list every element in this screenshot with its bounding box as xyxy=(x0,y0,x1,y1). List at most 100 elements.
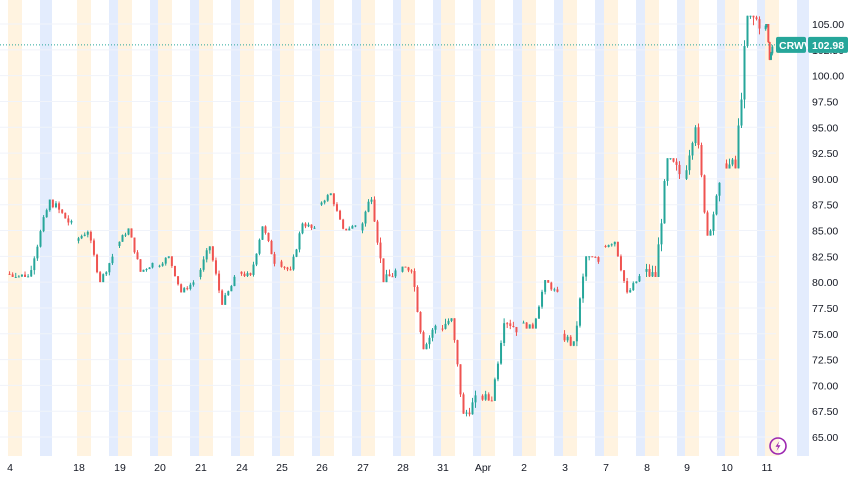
candle[interactable] xyxy=(632,281,635,291)
candle[interactable] xyxy=(734,155,737,169)
candle[interactable] xyxy=(604,244,607,248)
candle[interactable] xyxy=(127,228,130,236)
candle[interactable] xyxy=(407,266,410,273)
candle[interactable] xyxy=(17,275,20,278)
candle[interactable] xyxy=(255,253,258,267)
candle[interactable] xyxy=(410,269,413,274)
candle[interactable] xyxy=(553,287,556,292)
candle[interactable] xyxy=(289,266,292,271)
candle[interactable] xyxy=(416,285,419,313)
candle[interactable] xyxy=(718,182,721,202)
candle[interactable] xyxy=(616,241,619,257)
candle[interactable] xyxy=(594,256,597,258)
candle[interactable] xyxy=(740,92,743,129)
candle[interactable] xyxy=(199,268,202,280)
candle[interactable] xyxy=(663,179,666,224)
candle[interactable] xyxy=(96,253,99,274)
candle[interactable] xyxy=(657,237,660,277)
candle[interactable] xyxy=(471,397,474,415)
candle[interactable] xyxy=(725,159,728,169)
candle[interactable] xyxy=(133,237,136,254)
candle[interactable] xyxy=(391,272,394,278)
candle[interactable] xyxy=(441,324,444,332)
candle[interactable] xyxy=(566,334,569,343)
candle[interactable] xyxy=(208,246,211,254)
lightning-logo-icon[interactable] xyxy=(769,437,787,455)
candle[interactable] xyxy=(20,274,23,277)
candle[interactable] xyxy=(484,390,487,401)
candle[interactable] xyxy=(638,273,641,283)
candle[interactable] xyxy=(746,15,749,48)
candle[interactable] xyxy=(205,248,208,263)
candle[interactable] xyxy=(130,228,133,238)
candle[interactable] xyxy=(651,265,654,277)
candle[interactable] xyxy=(202,256,205,272)
candle[interactable] xyxy=(24,271,27,277)
candle[interactable] xyxy=(364,210,367,227)
candle[interactable] xyxy=(145,268,148,272)
candle[interactable] xyxy=(167,256,170,259)
candle[interactable] xyxy=(249,272,252,276)
candle[interactable] xyxy=(92,238,95,257)
candle[interactable] xyxy=(506,321,509,329)
candle[interactable] xyxy=(447,318,450,326)
candle[interactable] xyxy=(525,322,528,329)
candle[interactable] xyxy=(102,273,105,283)
candle[interactable] xyxy=(121,234,124,242)
candle[interactable] xyxy=(351,224,354,229)
candle[interactable] xyxy=(607,244,610,248)
candle[interactable] xyxy=(173,265,176,277)
candle[interactable] xyxy=(8,271,11,275)
candle[interactable] xyxy=(694,125,697,146)
candle[interactable] xyxy=(591,256,594,258)
candle[interactable] xyxy=(503,318,506,347)
candle[interactable] xyxy=(86,230,89,238)
candle[interactable] xyxy=(752,15,755,26)
candle[interactable] xyxy=(758,16,761,35)
candle[interactable] xyxy=(335,202,338,212)
candle[interactable] xyxy=(139,259,142,272)
candle[interactable] xyxy=(569,335,572,347)
candle[interactable] xyxy=(672,158,675,163)
candle[interactable] xyxy=(626,277,629,294)
candle[interactable] xyxy=(283,266,286,270)
candle[interactable] xyxy=(706,210,709,236)
candle[interactable] xyxy=(731,158,734,167)
candle[interactable] xyxy=(654,265,657,277)
candle[interactable] xyxy=(39,229,42,248)
candle[interactable] xyxy=(537,305,540,319)
candle[interactable] xyxy=(572,341,575,347)
candle[interactable] xyxy=(45,208,48,218)
candle[interactable] xyxy=(588,256,591,261)
candle[interactable] xyxy=(768,41,771,61)
candle[interactable] xyxy=(660,218,663,252)
candle[interactable] xyxy=(413,268,416,292)
candle[interactable] xyxy=(264,225,267,235)
candle[interactable] xyxy=(258,238,261,256)
candle[interactable] xyxy=(749,15,752,19)
candle[interactable] xyxy=(177,276,180,286)
candle[interactable] xyxy=(712,211,715,236)
candle[interactable] xyxy=(382,258,385,283)
candle[interactable] xyxy=(323,199,326,205)
candle[interactable] xyxy=(645,263,648,277)
candle[interactable] xyxy=(770,51,772,61)
candle[interactable] xyxy=(214,257,217,276)
candle[interactable] xyxy=(456,339,459,367)
candle[interactable] xyxy=(490,396,493,402)
candle[interactable] xyxy=(453,318,456,343)
candle[interactable] xyxy=(425,342,428,350)
candle[interactable] xyxy=(481,394,484,401)
candle[interactable] xyxy=(675,158,678,171)
candle[interactable] xyxy=(320,201,323,206)
candle[interactable] xyxy=(230,284,233,292)
candle[interactable] xyxy=(261,226,264,240)
candle[interactable] xyxy=(124,232,127,237)
candle[interactable] xyxy=(370,197,373,205)
candle[interactable] xyxy=(332,193,335,207)
candle[interactable] xyxy=(77,236,80,244)
x-axis[interactable]: 4 18 19 20 21 24 25 26 27 28 31 Apr 2 3 7 8 9 10 11 xyxy=(7,462,773,474)
candle[interactable] xyxy=(648,264,651,277)
candle[interactable] xyxy=(700,142,703,178)
